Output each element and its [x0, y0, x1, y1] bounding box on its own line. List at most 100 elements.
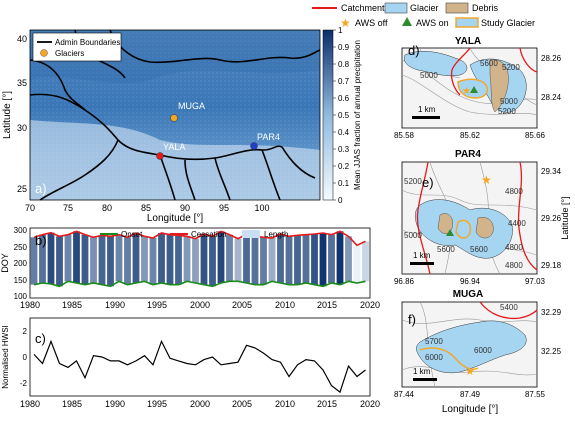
muga-study-glacier [419, 347, 479, 370]
length-bar [73, 231, 80, 283]
cessation-line [33, 230, 366, 247]
hwsi-line [33, 339, 366, 394]
svg-text:29.18: 29.18 [541, 261, 562, 270]
legend-aws-on: AWS on [416, 18, 449, 28]
svg-text:1990: 1990 [105, 300, 125, 310]
svg-text:87.55: 87.55 [525, 390, 546, 399]
svg-text:25: 25 [17, 184, 27, 194]
colorbar-tick-label: 0.2 [338, 162, 350, 171]
svg-text:5600: 5600 [480, 59, 498, 68]
svg-text:5400: 5400 [500, 303, 518, 312]
length-bar [345, 236, 352, 282]
svg-text:80: 80 [102, 203, 112, 213]
length-bar [158, 233, 165, 283]
length-bar [260, 237, 267, 285]
muga-glacier [416, 320, 527, 374]
length-bar [251, 236, 259, 285]
par4-study-glacier [455, 219, 472, 239]
muga-xticks: 87.44 87.49 87.55 [394, 390, 546, 399]
muga-scalebar [413, 378, 437, 381]
svg-text:85.66: 85.66 [525, 131, 546, 140]
legend-glacier: Glacier [410, 3, 439, 13]
svg-text:95: 95 [219, 203, 229, 213]
svg-text:1980: 1980 [20, 399, 40, 409]
svg-text:2015: 2015 [317, 300, 337, 310]
svg-text:2020: 2020 [360, 300, 380, 310]
svg-text:5600: 5600 [470, 245, 488, 254]
length-bar [234, 238, 242, 282]
legend-aws-off: AWS off [355, 18, 388, 28]
site-yala-marker [156, 152, 164, 160]
panel-f-muga: MUGA ★ 5400 5700 6000 6000 f) 1 km 32.29… [394, 289, 562, 415]
svg-text:6000: 6000 [425, 353, 443, 362]
map-legend-glaciers: Glaciers [55, 49, 84, 58]
svg-text:1990: 1990 [105, 399, 125, 409]
svg-text:2005: 2005 [232, 399, 252, 409]
panel-c-yticks: 2 0 -2 [20, 327, 28, 388]
svg-text:150: 150 [14, 276, 28, 285]
length-bar [115, 234, 123, 282]
svg-text:1985: 1985 [62, 300, 82, 310]
svg-text:2010: 2010 [275, 300, 295, 310]
length-bar [56, 236, 63, 287]
svg-text:4800: 4800 [505, 261, 523, 270]
colorbar [322, 29, 334, 201]
svg-text:100: 100 [254, 203, 269, 213]
legend-onset: Onset [121, 230, 143, 239]
colorbar-tick-label: 0.4 [338, 128, 350, 137]
svg-text:97.03: 97.03 [525, 277, 546, 286]
panel-b-ylabel: DOY [0, 253, 10, 273]
length-bar [285, 236, 293, 285]
colorbar-ticks: 0 0.1 0.2 0.3 0.4 0.5 0.6 0.7 0.8 0.9 1 [333, 26, 350, 205]
length-bar [30, 237, 38, 285]
glacier-dot-icon [40, 49, 48, 57]
length-bar [175, 235, 182, 285]
svg-text:96.86: 96.86 [394, 277, 415, 286]
svg-text:2000: 2000 [190, 399, 210, 409]
svg-text:1995: 1995 [147, 399, 167, 409]
svg-text:40: 40 [17, 34, 27, 44]
plains-region [30, 120, 320, 200]
svg-text:85.62: 85.62 [460, 131, 481, 140]
panel-f-label: f) [408, 312, 416, 327]
legend-length: Length [264, 230, 288, 239]
length-bar [362, 241, 369, 282]
length-bar [200, 234, 208, 285]
triangle-icon [402, 17, 412, 26]
svg-text:0: 0 [23, 353, 28, 362]
site-yala-label: YALA [163, 142, 185, 152]
length-bar [98, 235, 106, 285]
colorbar-tick-label: 0.3 [338, 145, 350, 154]
colorbar-tick-label: 0 [338, 196, 343, 205]
svg-text:1985: 1985 [62, 399, 82, 409]
muga-aws-off-icon: ★ [465, 366, 475, 378]
panel-c-ylabel: Normalised HWSI [1, 325, 10, 389]
star-icon: ★ [340, 16, 351, 30]
colorbar-tick-label: 0.8 [338, 60, 350, 69]
length-bar [328, 234, 335, 283]
length-bar [192, 238, 199, 283]
length-bar [124, 237, 131, 285]
muga-title: MUGA [453, 289, 484, 300]
svg-text:32.25: 32.25 [541, 347, 562, 356]
panel-a-map: Admin Boundaries Glaciers MUGA YALA PAR4… [2, 26, 362, 224]
colorbar-tick-label: 0.6 [338, 94, 350, 103]
panel-e-par4: PAR4 ★ 5200 4800 5000 5600 4800 4400 480… [394, 149, 570, 286]
svg-text:32.29: 32.29 [541, 308, 562, 317]
colorbar-tick-label: 1 [338, 26, 343, 35]
svg-text:1995: 1995 [147, 300, 167, 310]
yala-yticks: 28.26 28.24 [541, 54, 562, 102]
length-bar [226, 234, 233, 282]
length-bar [132, 233, 140, 283]
par4-debris-2 [475, 217, 494, 239]
length-bar [277, 234, 284, 283]
svg-text:1 km: 1 km [413, 251, 431, 260]
panel-a-label: a) [35, 181, 47, 196]
par4-ylabel: Latitude [°] [560, 196, 570, 239]
legend-study-glacier: Study Glacier [481, 18, 535, 28]
length-bar [209, 236, 216, 287]
length-bar [64, 234, 72, 282]
top-legend: Catchment Glacier Debris ★ AWS off AWS o… [312, 2, 535, 30]
svg-text:200: 200 [14, 259, 28, 268]
